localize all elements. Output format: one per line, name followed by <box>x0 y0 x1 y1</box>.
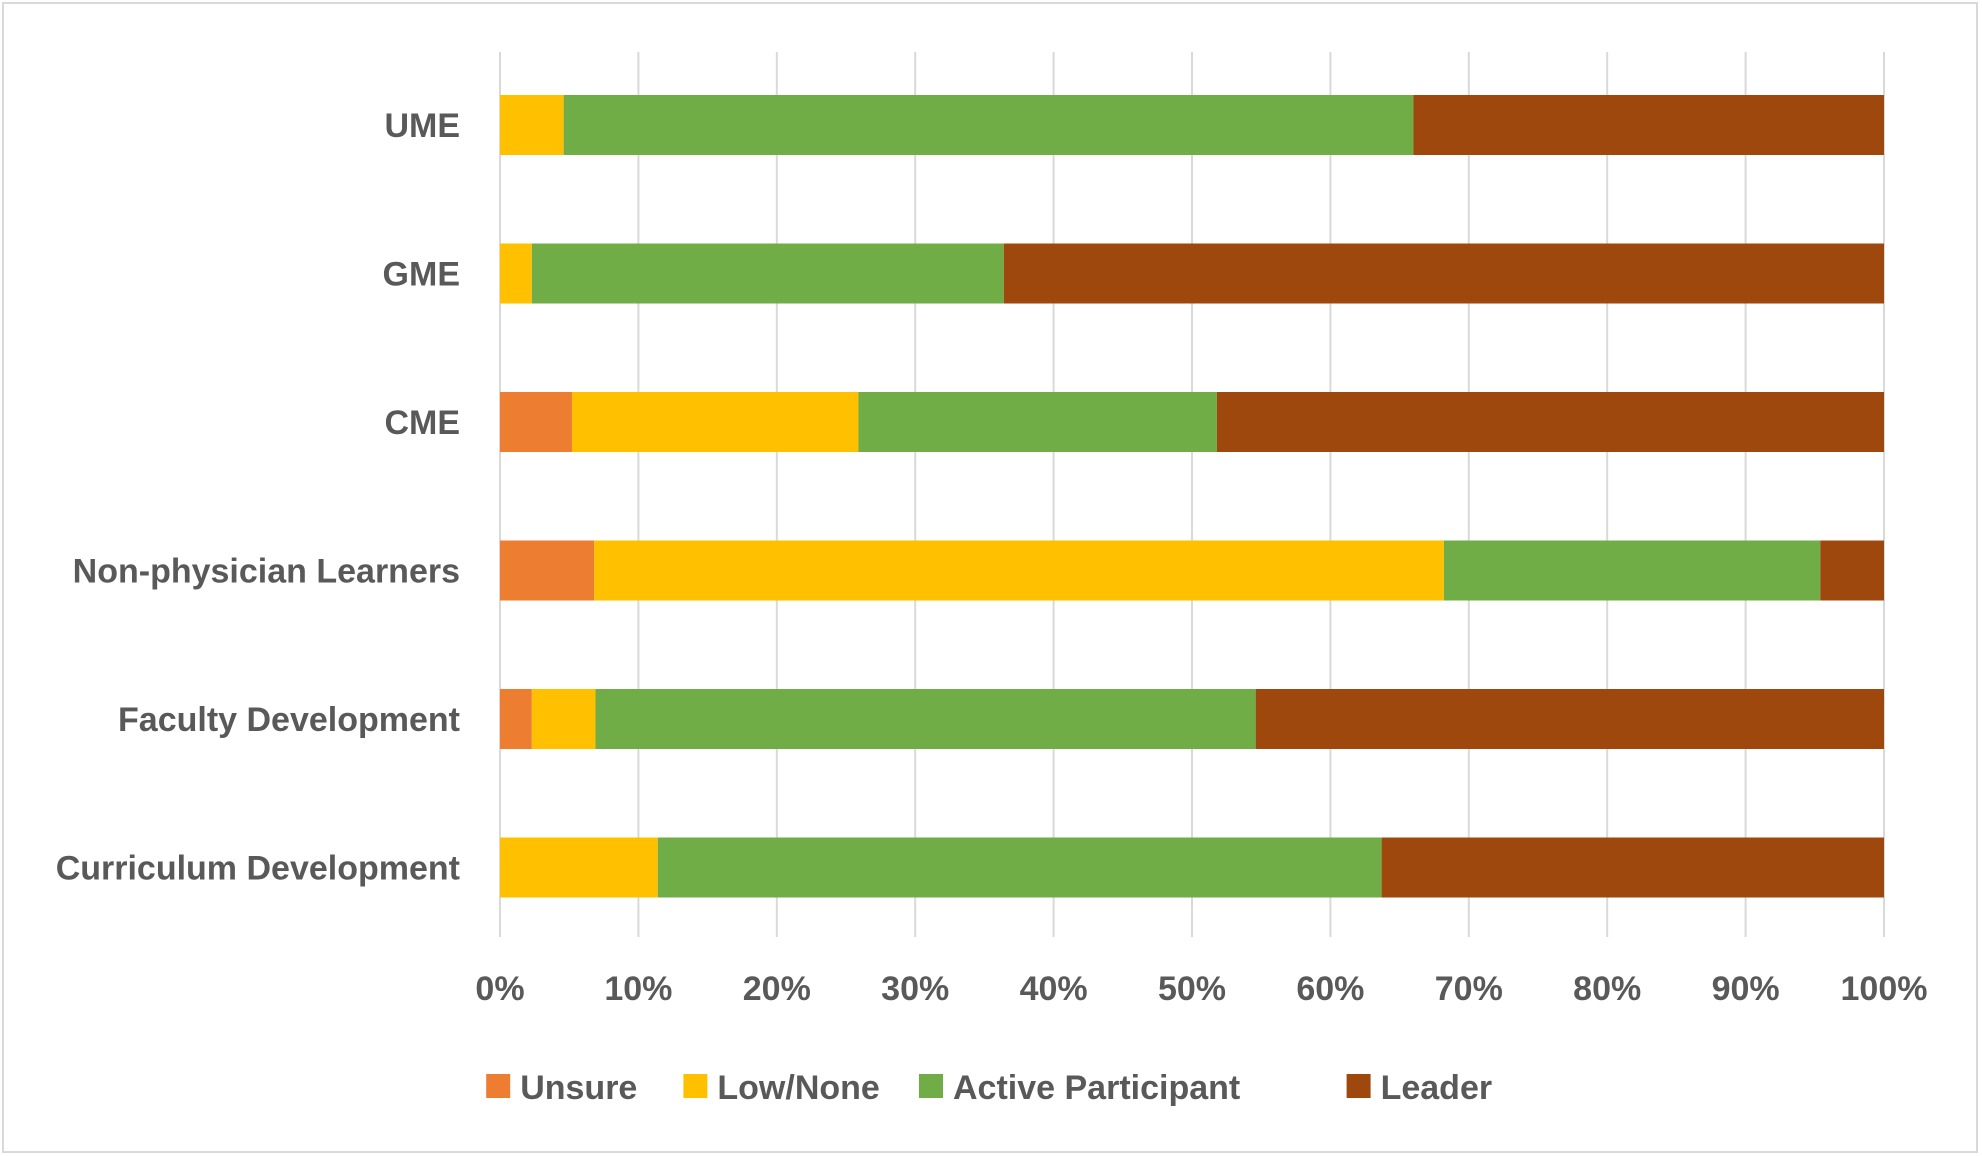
bar-segment <box>1255 689 1884 749</box>
category-label: Non-physician Learners <box>73 553 460 591</box>
x-tick-label: 20% <box>743 970 811 1008</box>
x-tick-label: 80% <box>1573 970 1641 1008</box>
bar-segment <box>571 392 859 452</box>
category-label: UME <box>384 107 460 145</box>
x-tick-label: 0% <box>475 970 524 1008</box>
legend-swatch <box>1346 1074 1371 1098</box>
bar-segment <box>1381 837 1884 898</box>
bar-segment <box>531 689 596 749</box>
bar-segment <box>1820 540 1884 601</box>
legend-swatch <box>919 1074 943 1098</box>
bar-segment <box>1443 540 1821 601</box>
x-tick-label: 50% <box>1158 970 1226 1008</box>
grid-lines <box>499 52 1885 937</box>
bar-segment <box>500 392 572 452</box>
legend-swatch <box>486 1074 511 1098</box>
bar-segment <box>657 837 1382 898</box>
bar-segment <box>1413 95 1884 155</box>
x-tick-labels: 0% 10% 20% 30% 40% 50% 60% 70% 80% 90% 100% <box>475 970 1927 1008</box>
bar-segment <box>858 392 1217 452</box>
x-tick-label: 40% <box>1020 970 1088 1008</box>
x-tick-label: 70% <box>1435 970 1503 1008</box>
legend: Unsure Low/None Active Participant Leader <box>486 1069 1492 1107</box>
bar-segment <box>563 95 1414 155</box>
x-tick-label: 30% <box>881 970 949 1008</box>
bar-segment <box>1216 392 1884 452</box>
x-tick-label: 100% <box>1841 970 1928 1008</box>
bar-segment <box>1003 243 1884 304</box>
category-label: Faculty Development <box>118 701 460 739</box>
bar-segment <box>595 689 1256 749</box>
category-labels: UME GME CME Non-physician Learners Faculty D… <box>56 107 460 888</box>
legend-label: Leader <box>1381 1069 1493 1107</box>
x-tick-label: 10% <box>604 970 672 1008</box>
category-label: GME <box>383 256 460 294</box>
bar-segment <box>500 243 532 304</box>
legend-label: Active Participant <box>953 1069 1240 1107</box>
x-tick-label: 90% <box>1712 970 1780 1008</box>
bar-segment <box>500 837 658 898</box>
bar-segment <box>500 689 532 749</box>
legend-label: Low/None <box>717 1069 879 1107</box>
bar-segment <box>500 540 595 601</box>
category-label: CME <box>384 404 460 442</box>
legend-label: Unsure <box>520 1069 637 1107</box>
x-tick-label: 60% <box>1296 970 1364 1008</box>
legend-swatch <box>683 1074 708 1098</box>
bars <box>500 95 1884 898</box>
category-label: Curriculum Development <box>56 850 460 888</box>
bar-segment <box>500 95 564 155</box>
bar-segment <box>594 540 1444 601</box>
bar-segment <box>531 243 1004 304</box>
